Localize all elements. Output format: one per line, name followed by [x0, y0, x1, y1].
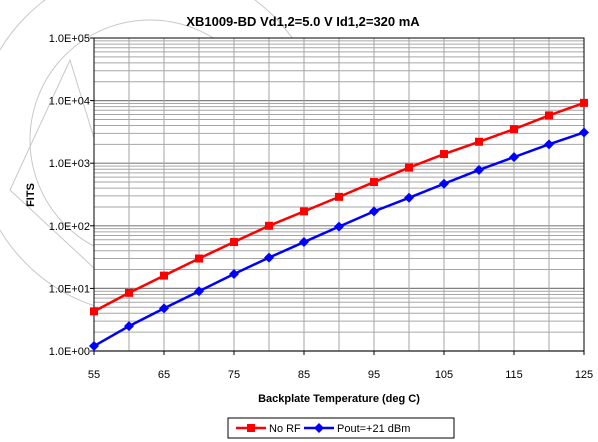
y-axis-title: FITS	[25, 183, 37, 207]
y-axis-ticks: 1.0E+00 1.0E+01 1.0E+02 1.0E+03 1.0E+04 1.0E+…	[49, 33, 94, 358]
data-point	[160, 271, 168, 280]
data-point	[300, 207, 308, 216]
y-tick-label: 1.0E+05	[49, 33, 90, 45]
data-point	[439, 178, 449, 189]
legend-box	[227, 417, 455, 439]
plot-frame	[93, 37, 585, 352]
legend-swatch-marker	[247, 424, 255, 432]
y-tick-label: 1.0E+04	[49, 96, 90, 108]
x-tick-label: 125	[575, 369, 593, 381]
series-layer	[89, 98, 589, 352]
data-point	[229, 268, 239, 279]
y-tick-label: 1.0E+00	[49, 346, 90, 358]
legend-label: Pout=+21 dBm	[337, 423, 410, 435]
data-point	[405, 163, 413, 172]
x-tick-label: 75	[228, 369, 240, 381]
y-tick-label: 1.0E+02	[49, 221, 90, 233]
x-axis-title: Backplate Temperature (deg C)	[258, 393, 420, 405]
data-point	[265, 221, 273, 230]
legend: No RF Pout=+21 dBm	[227, 417, 455, 439]
legend-label: No RF	[269, 423, 301, 435]
series-no-rf	[90, 98, 588, 316]
data-point	[230, 238, 238, 247]
data-point	[264, 252, 274, 263]
x-tick-label: 55	[88, 369, 100, 381]
y-tick-label: 1.0E+03	[49, 158, 90, 170]
data-point	[370, 178, 378, 187]
data-point	[194, 286, 204, 297]
data-point	[124, 321, 134, 332]
data-point	[89, 341, 99, 352]
x-tick-label: 65	[158, 369, 170, 381]
data-point	[125, 288, 133, 297]
y-tick-label: 1.0E+01	[49, 283, 90, 295]
data-point	[195, 254, 203, 263]
x-tick-label: 105	[435, 369, 453, 381]
data-point	[475, 137, 483, 146]
x-tick-label: 95	[368, 369, 380, 381]
chart-title: XB1009-BD Vd1,2=5.0 V Id1,2=320 mA	[186, 14, 420, 29]
data-point	[369, 206, 379, 217]
data-point	[159, 303, 169, 314]
data-point	[335, 192, 343, 201]
data-point	[474, 164, 484, 175]
legend-swatch-marker	[314, 423, 324, 433]
x-axis-ticks: 55 65 75 85 95 105 115 125	[88, 351, 593, 381]
data-point	[510, 125, 518, 134]
data-point	[544, 139, 554, 150]
data-point	[579, 127, 589, 138]
series-pout-21dbm	[89, 127, 589, 352]
data-point	[90, 307, 98, 316]
data-point	[440, 150, 448, 159]
x-tick-label: 115	[505, 369, 523, 381]
data-point	[299, 237, 309, 248]
data-point	[509, 152, 519, 163]
data-point	[334, 221, 344, 232]
data-point	[545, 111, 553, 120]
data-point	[404, 192, 414, 203]
data-point	[580, 98, 588, 107]
x-tick-label: 85	[298, 369, 310, 381]
